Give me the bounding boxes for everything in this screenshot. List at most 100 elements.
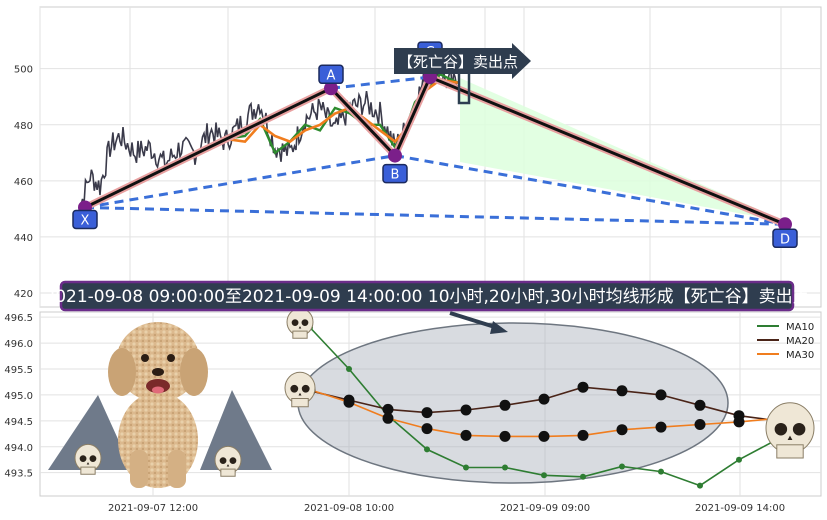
price-y-axis: 420 440 460 480 500	[14, 65, 33, 300]
x-tick-label: 2021-09-09 14:00	[695, 503, 785, 514]
skull-decorations	[74, 307, 815, 477]
x-tick-label: 2021-09-07 12:00	[108, 503, 198, 514]
rock-left	[48, 395, 132, 470]
signal-banner-box	[59, 280, 795, 312]
signal-banner-text: 2021-09-08 09:00:00至2021-09-09 14:00:00 …	[44, 287, 809, 307]
legend-label: MA10	[786, 322, 814, 333]
pivot-label: X	[81, 213, 90, 228]
rock-right	[200, 390, 272, 470]
pointer-arrow-head	[490, 321, 508, 334]
harmonic-dashed-leg	[330, 75, 431, 90]
ma-point-ma20	[499, 399, 511, 411]
ma-point-ma30	[694, 419, 706, 430]
y-tick-label: 420	[14, 289, 33, 300]
y-tick-label: 494.0	[4, 443, 33, 454]
ma-point-ma10	[736, 456, 742, 463]
ma-point-ma20	[538, 393, 550, 405]
harmonic-dashed-leg	[394, 154, 786, 226]
ma-point-ma20	[694, 399, 706, 411]
y-tick-label: 496.0	[4, 339, 33, 350]
y-tick-label: 500	[14, 65, 33, 76]
pointer-arrow	[449, 311, 499, 330]
y-tick-label: 495.0	[4, 391, 33, 402]
ma-point-ma10	[463, 464, 469, 471]
harmonic-leg	[329, 87, 397, 157]
dog-ear-left	[108, 348, 136, 396]
harmonic-dashed-leg	[84, 154, 396, 209]
y-tick-label: 494.5	[4, 417, 33, 428]
ma-point-ma30	[499, 430, 511, 442]
ma-point-ma20	[577, 381, 589, 393]
ma-point-ma20	[655, 389, 667, 401]
skull-icon	[74, 443, 102, 475]
harmonic-leg	[429, 75, 786, 226]
pivot-dot	[388, 148, 402, 163]
sell-arrow-shape	[394, 43, 531, 79]
y-tick-label: 495.5	[4, 365, 33, 376]
x-tick-label: 2021-09-09 09:00	[500, 503, 590, 514]
ma-point-ma30	[733, 416, 745, 428]
ma-point-ma10	[697, 482, 703, 489]
ma-point-ma10	[541, 472, 547, 479]
ma-point-ma30	[577, 429, 589, 441]
pivot-label-box	[772, 228, 798, 249]
sell-arrow-label: 【死亡谷】卖出点	[398, 53, 518, 71]
harmonic-dashed-leg	[84, 205, 786, 226]
ma-point-ma10	[346, 366, 352, 372]
pivot-label: D	[780, 232, 790, 247]
ma-point-ma10	[502, 464, 508, 471]
skull-icon	[286, 307, 314, 339]
dog-eye-left	[141, 354, 149, 362]
ma-point-ma10	[658, 468, 664, 475]
ma-point-ma30	[655, 421, 667, 433]
dog-leg-left	[130, 450, 148, 488]
y-tick-label: 496.5	[4, 313, 33, 324]
signal-banner: 2021-09-08 09:00:00至2021-09-09 14:00:00 …	[44, 280, 810, 312]
ma-panel: 493.5 494.0 494.5 495.0 495.5 496.0 496.5 2021…	[4, 307, 822, 514]
ma-point-ma10	[619, 463, 625, 470]
skull-icon	[765, 402, 815, 459]
dog-head	[116, 322, 200, 402]
ma-point-ma30	[616, 424, 628, 436]
y-tick-label: 480	[14, 121, 33, 132]
ma-point-ma30	[343, 396, 355, 408]
y-tick-label: 440	[14, 233, 33, 244]
legend-label: MA20	[786, 336, 814, 347]
pivot-label-box	[382, 163, 408, 184]
ma-point-ma30	[421, 423, 433, 435]
dog-mouth	[146, 379, 170, 393]
y-tick-label: 493.5	[4, 469, 33, 480]
ma-point-ma20	[616, 385, 628, 397]
harmonic-leg	[84, 86, 332, 209]
dog-nose	[152, 368, 164, 376]
x-tick-label: 2021-09-08 10:00	[304, 503, 394, 514]
ma-point-ma20	[382, 403, 394, 415]
pivot-label: A	[327, 68, 336, 83]
legend: MA10 MA20 MA30	[757, 322, 814, 361]
ma-point-ma10	[424, 446, 430, 453]
ma-point-ma20	[460, 404, 472, 416]
skull-icon	[284, 371, 316, 408]
ma-point-ma10	[580, 473, 586, 480]
ma-point-ma30	[538, 430, 550, 442]
dog-illustration	[48, 322, 272, 488]
ma-point-ma20	[421, 407, 433, 419]
pivot-label: B	[391, 168, 400, 183]
ma-point-ma30	[460, 429, 472, 441]
dog-tongue	[152, 386, 164, 394]
ma-x-axis: 2021-09-07 12:00 2021-09-08 10:00 2021-09-…	[108, 503, 785, 514]
ma-y-axis: 493.5 494.0 494.5 495.0 495.5 496.0 496.5	[4, 313, 33, 479]
dog-leg-right	[168, 450, 186, 488]
legend-label: MA30	[786, 350, 814, 361]
y-tick-label: 460	[14, 177, 33, 188]
dog-ear-right	[180, 348, 208, 396]
pivot-label-box	[72, 209, 98, 230]
harmonic-leg	[393, 76, 432, 157]
sell-zone	[460, 78, 787, 222]
pivot-dot	[324, 81, 338, 96]
pivot-dot	[778, 217, 792, 232]
skull-icon	[214, 445, 242, 477]
ma-point-ma30	[382, 412, 394, 424]
